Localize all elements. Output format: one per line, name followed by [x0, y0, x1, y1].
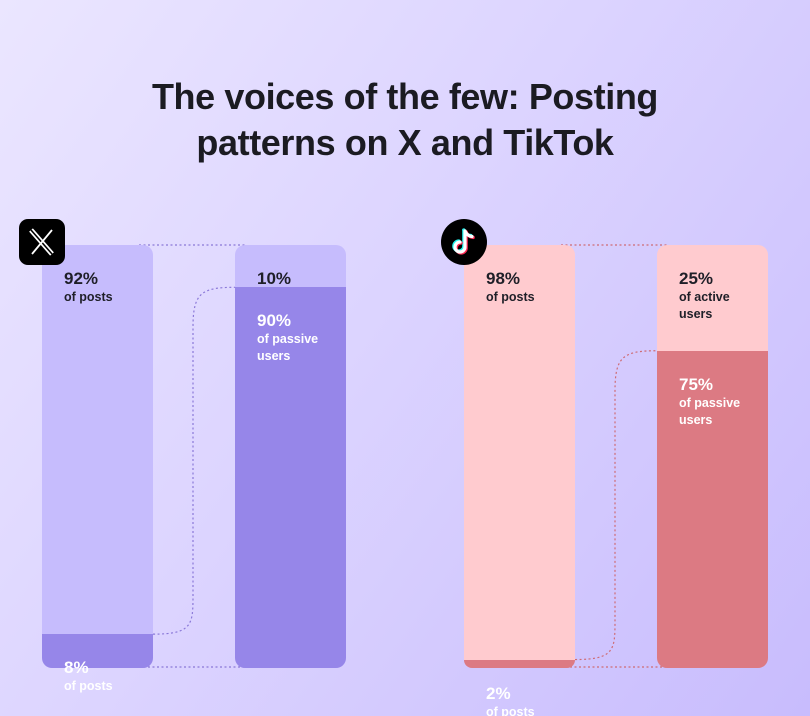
segment-caption: of posts: [64, 290, 113, 304]
segment-percent: 10%: [257, 269, 292, 288]
segment-caption: of passive users: [257, 332, 319, 364]
segment-percent: 75%: [679, 374, 714, 394]
segment-caption: of posts: [486, 704, 535, 716]
x-bar-2-segment-bottom: 90% of passive users: [235, 287, 346, 668]
x-bar-1-segment-bottom: 8% of posts: [42, 634, 153, 693]
segment-percent: 90%: [257, 311, 292, 331]
segment-percent: 98%: [486, 269, 521, 288]
segment-percent: 2%: [486, 683, 511, 703]
tiktok-bar-1-segment-top: 98% of posts: [464, 245, 575, 660]
tiktok-bar-1-segment-bottom: 2% of posts: [464, 659, 575, 716]
tiktok-bar-2-segment-bottom: 75% of passive users: [657, 350, 768, 668]
segment-label: 75% of passive users: [679, 375, 740, 429]
tiktok-logo-icon: [441, 219, 487, 265]
segment-label: 2% of posts: [486, 684, 535, 716]
segment-percent: 92%: [64, 269, 99, 288]
segment-label: 92% of posts: [64, 269, 113, 306]
tiktok-connector-split: [574, 350, 658, 661]
segment-percent: 8%: [64, 658, 89, 678]
segment-caption: of passive users: [679, 395, 741, 427]
segment-label: 98% of posts: [486, 269, 535, 306]
chart-title: The voices of the few: Posting patterns …: [0, 74, 810, 166]
x-bar-1-segment-top: 92% of posts: [42, 245, 153, 635]
tiktok-bar-2-segment-top: 25% of active users: [657, 245, 768, 351]
segment-percent: 25%: [679, 269, 714, 288]
title-line-2: patterns on X and TikTok: [196, 122, 614, 163]
x-bar-2-segment-top: 10%of active users: [235, 245, 346, 321]
segment-label: 25% of active users: [679, 269, 730, 323]
segment-caption: of active users: [679, 290, 730, 321]
x-logo-icon: [19, 219, 65, 265]
segment-caption: of posts: [64, 679, 113, 694]
segment-label: 90% of passive users: [257, 311, 318, 365]
x-connector-split: [152, 286, 236, 635]
segment-caption: of posts: [486, 290, 535, 304]
segment-label: 8% of posts: [64, 658, 113, 695]
title-line-1: The voices of the few: Posting: [151, 76, 659, 117]
